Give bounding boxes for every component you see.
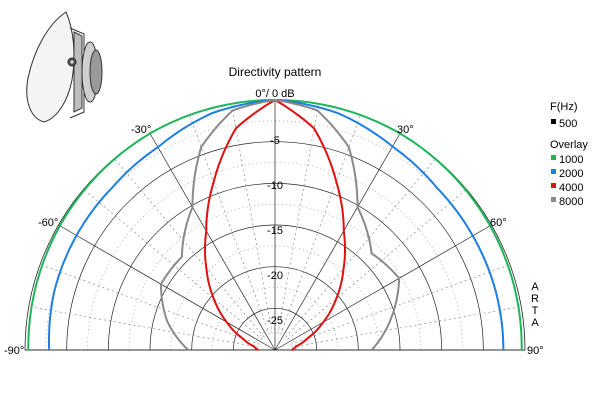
speaker-illustration — [26, 11, 103, 123]
grid-spoke — [149, 133, 276, 351]
radial-tick-label: -10 — [267, 180, 283, 192]
grid-spoke — [231, 103, 273, 334]
side-letter: T — [532, 305, 539, 317]
angle-labels: -90° -60° -30° 30° 60° 90° — [4, 124, 544, 357]
grid-spoke — [274, 224, 492, 351]
legend-label-500: 500 — [559, 118, 577, 130]
grid-spoke — [28, 306, 259, 348]
grid-spoke — [39, 264, 260, 345]
chart-title: Directivity pattern — [229, 65, 322, 79]
legend-label-1000: 1000 — [559, 154, 583, 166]
grid-spoke — [277, 103, 319, 334]
legend-label-2000: 2000 — [559, 168, 583, 180]
grid-spoke — [58, 224, 276, 351]
grid-spoke — [285, 158, 436, 338]
radial-tick-label: -15 — [267, 225, 283, 237]
legend-label-8000: 8000 — [559, 196, 583, 208]
angle-label: 30° — [397, 124, 414, 136]
grid-spoke — [287, 189, 467, 340]
grid-spoke — [291, 306, 522, 348]
angle-label: 60° — [490, 217, 507, 229]
grid-spoke — [274, 133, 401, 351]
angle-label: -30° — [131, 124, 151, 136]
grid-spoke — [290, 264, 511, 345]
side-letter: A — [531, 281, 539, 293]
radial-tick-label: -5 — [270, 135, 280, 147]
grid-spoke — [83, 189, 263, 340]
side-letter: R — [531, 293, 539, 305]
radial-tick-label: -20 — [267, 270, 283, 282]
side-letter: A — [531, 317, 539, 329]
legend: F(Hz) 500 Overlay 1000 2000 4000 8000 — [550, 101, 588, 208]
grid-spoke — [280, 114, 361, 335]
angle-label: -60° — [38, 217, 58, 229]
legend-swatch-8000 — [551, 197, 556, 202]
angle-label: 90° — [527, 345, 544, 357]
series-curves — [27, 99, 523, 351]
legend-label-4000: 4000 — [559, 182, 583, 194]
grid-ring-minor — [170, 245, 380, 351]
legend-swatch-4000 — [551, 183, 556, 188]
legend-overlay-header: Overlay — [550, 139, 588, 151]
grid-spoke — [114, 158, 265, 338]
side-text: A R T A — [531, 281, 539, 329]
series-line-8000 — [160, 99, 401, 351]
grid-spoke — [189, 114, 270, 335]
legend-swatch-500 — [551, 119, 556, 124]
radial-tick-labels: -5 -10 -15 -20 -25 — [267, 135, 283, 327]
angle-label: -90° — [4, 345, 24, 357]
legend-header: F(Hz) — [550, 101, 578, 113]
legend-swatch-1000 — [551, 155, 556, 160]
legend-swatch-2000 — [551, 169, 556, 174]
grid-ring-minor — [212, 287, 338, 351]
reference-label: 0°/ 0 dB — [255, 88, 294, 100]
radial-tick-label: -25 — [267, 315, 283, 327]
